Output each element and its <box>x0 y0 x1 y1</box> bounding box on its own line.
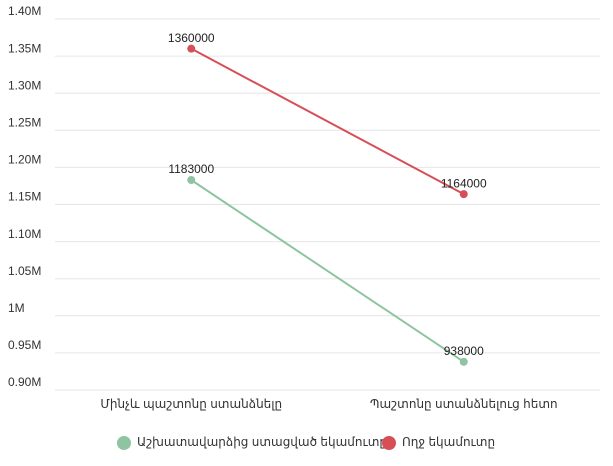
y-tick-label: 0.95M <box>8 338 41 352</box>
data-label: 1183000 <box>168 162 214 176</box>
y-tick-label: 1.15M <box>8 190 41 204</box>
y-tick-label: 1M <box>8 301 25 315</box>
data-label: 938000 <box>444 344 484 358</box>
legend-label: Աշխատավարձից ստացված եկամուտը <box>137 435 387 449</box>
point <box>187 176 196 185</box>
point <box>459 190 468 199</box>
data-label: 1360000 <box>168 31 215 45</box>
y-tick-label: 1.30M <box>8 78 41 92</box>
x-tick-label: Մինչև պաշտոնը ստանձնելը <box>100 397 282 411</box>
data-label: 1164000 <box>441 176 487 190</box>
y-tick-label: 0.90M <box>8 375 41 389</box>
y-tick-label: 1.05M <box>8 264 41 278</box>
legend-swatch <box>117 436 131 450</box>
y-tick-label: 1.40M <box>8 4 41 18</box>
legend-label: Ողջ եկամուտը <box>402 435 495 449</box>
series-line <box>190 179 465 363</box>
x-tick-label: Պաշտոնը ստանձնելուց հետո <box>370 397 558 411</box>
y-tick-label: 1.25M <box>8 115 41 129</box>
point <box>459 357 468 366</box>
y-tick-label: 1.20M <box>8 153 41 167</box>
y-tick-label: 1.10M <box>8 227 41 241</box>
legend-swatch <box>382 436 396 450</box>
point <box>187 44 196 53</box>
series-line <box>190 47 465 195</box>
y-tick-label: 1.35M <box>8 41 41 55</box>
